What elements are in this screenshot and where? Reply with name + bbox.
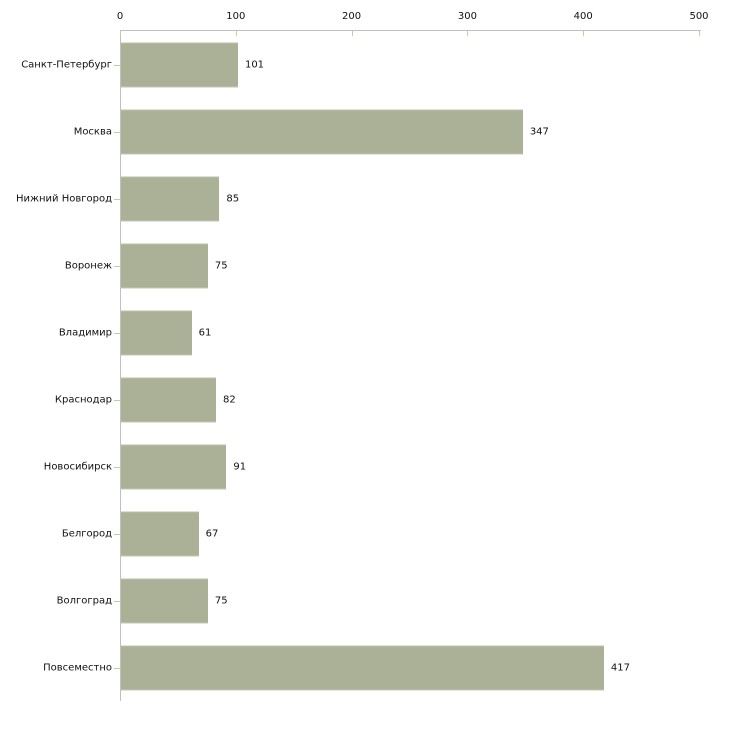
bar-row: Волгоград 75 <box>0 567 730 634</box>
category-label: Нижний Новгород <box>15 193 112 204</box>
value-label: 101 <box>244 59 265 70</box>
y-axis-tick-mark <box>114 64 120 66</box>
bar-rows: Санкт-Петербург 101 Москва 347 Нижний Новгор… <box>0 31 730 701</box>
category-label: Новосибирск <box>43 461 112 472</box>
bar <box>121 109 523 154</box>
category-label: Краснодар <box>54 394 112 405</box>
value-label: 85 <box>226 193 240 204</box>
x-axis-tick-mark <box>699 31 700 36</box>
bar-row: Воронеж 75 <box>0 232 730 299</box>
bar-row: Белгород 67 <box>0 500 730 567</box>
y-axis-tick-mark <box>114 332 120 334</box>
value-label: 67 <box>205 528 219 539</box>
category-label: Белгород <box>61 528 112 539</box>
category-label: Санкт-Петербург <box>21 59 112 70</box>
bar <box>121 645 604 690</box>
x-axis-tick-label: 0 <box>116 11 124 22</box>
category-label: Повсеместно <box>43 662 112 673</box>
value-label: 82 <box>222 394 236 405</box>
bar-row: Новосибирск 91 <box>0 433 730 500</box>
y-axis-tick-mark <box>114 131 120 133</box>
x-axis-tick-mark <box>120 31 121 36</box>
x-axis-tick-label: 100 <box>226 11 246 22</box>
y-axis-tick-mark <box>114 399 120 401</box>
x-axis-tick-mark <box>351 31 353 36</box>
y-axis-tick-mark <box>114 265 120 267</box>
value-label: 75 <box>214 595 228 606</box>
bar <box>121 176 220 221</box>
value-label: 417 <box>610 662 630 673</box>
bar <box>121 511 199 556</box>
bar-row: Краснодар 82 <box>0 366 730 433</box>
y-axis-tick-mark <box>114 533 120 535</box>
y-axis-tick-mark <box>114 198 120 200</box>
y-axis-tick-mark <box>114 600 120 602</box>
y-axis-tick-mark <box>114 667 120 669</box>
x-axis-tick-mark <box>235 31 237 36</box>
value-label: 75 <box>214 260 228 271</box>
category-label: Москва <box>73 126 112 137</box>
x-axis-tick-label: 400 <box>573 11 593 22</box>
bar-row: Санкт-Петербург 101 <box>0 31 730 98</box>
bar-row: Повсеместно 417 <box>0 634 730 701</box>
x-axis-tick-label: 300 <box>457 11 477 22</box>
y-axis-tick-mark <box>114 466 120 468</box>
category-label: Волгоград <box>56 595 112 606</box>
x-axis-tick-label: 200 <box>342 11 362 22</box>
bar-row: Владимир 61 <box>0 299 730 366</box>
y-axis-line <box>120 30 121 701</box>
bar <box>121 310 192 355</box>
bar-row: Москва 347 <box>0 98 730 165</box>
x-axis-tick-mark <box>583 31 585 36</box>
bar <box>121 42 238 87</box>
category-label: Воронеж <box>64 260 112 271</box>
x-axis-tick-mark <box>467 31 469 36</box>
value-label: 347 <box>529 126 549 137</box>
x-axis-tick-label: 500 <box>689 11 709 22</box>
bar-row: Нижний Новгород 85 <box>0 165 730 232</box>
bar <box>121 243 208 288</box>
category-label: Владимир <box>58 327 112 338</box>
value-label: 91 <box>233 461 247 472</box>
bar <box>121 377 216 422</box>
bar <box>121 578 208 623</box>
x-axis-line <box>120 30 701 31</box>
bar <box>121 444 227 489</box>
value-label: 61 <box>198 327 212 338</box>
